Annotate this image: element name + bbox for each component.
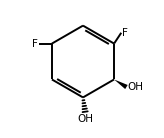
Text: F: F [123, 28, 128, 38]
Text: F: F [32, 39, 38, 49]
Polygon shape [114, 79, 128, 89]
Text: OH: OH [77, 114, 93, 124]
Text: OH: OH [128, 82, 144, 92]
